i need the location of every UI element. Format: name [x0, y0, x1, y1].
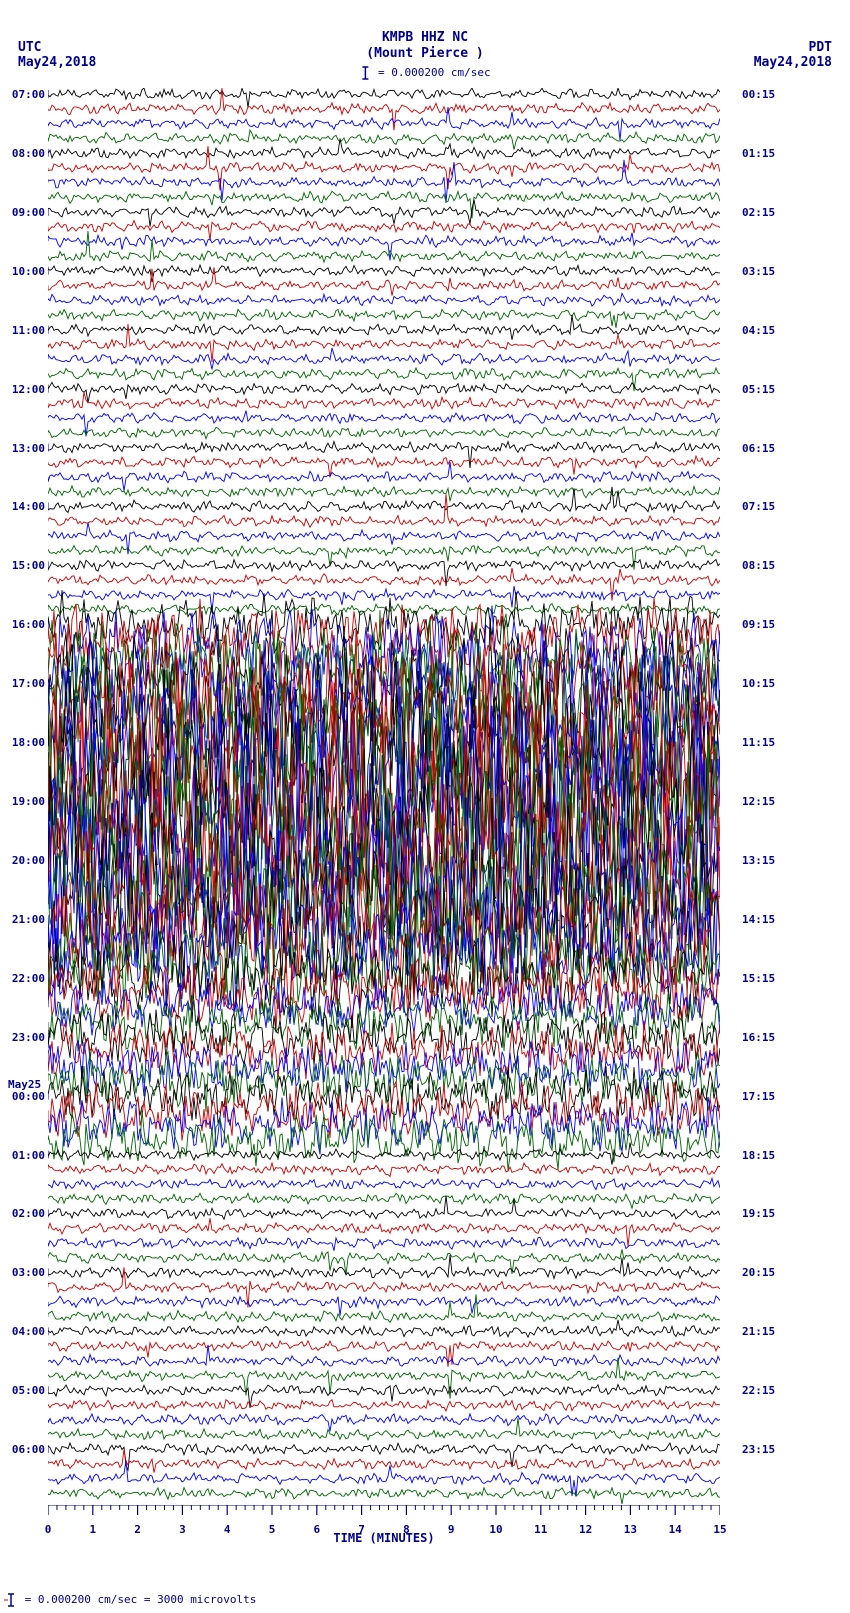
left-hour-label: 18:00	[2, 736, 45, 749]
left-hour-label: 00:00	[2, 1090, 45, 1103]
right-hour-label: 17:15	[742, 1090, 792, 1103]
scale-bar-icon	[359, 66, 371, 80]
left-hour-label: 09:00	[2, 206, 45, 219]
station-code: KMPB HHZ NC	[0, 30, 850, 46]
x-axis-label: TIME (MINUTES)	[333, 1531, 434, 1545]
header-block: KMPB HHZ NC (Mount Pierce )	[0, 30, 850, 62]
left-hour-label: 23:00	[2, 1031, 45, 1044]
footer-text: = 0.000200 cm/sec = 3000 microvolts	[4, 1593, 256, 1607]
right-hour-label: 14:15	[742, 913, 792, 926]
x-tick-label: 15	[713, 1523, 726, 1536]
left-hour-label: 12:00	[2, 383, 45, 396]
scale-label: = 0.000200 cm/sec	[359, 66, 490, 80]
x-axis: 0123456789101112131415 TIME (MINUTES)	[48, 1505, 720, 1545]
left-hour-label: 13:00	[2, 442, 45, 455]
footer-label: = 0.000200 cm/sec = 3000 microvolts	[25, 1593, 257, 1606]
right-hour-label: 21:15	[742, 1325, 792, 1338]
right-hour-label: 03:15	[742, 265, 792, 278]
left-hour-label: 21:00	[2, 913, 45, 926]
x-tick-label: 12	[579, 1523, 592, 1536]
right-hour-label: 05:15	[742, 383, 792, 396]
x-tick-label: 13	[624, 1523, 637, 1536]
x-tick-label: 1	[89, 1523, 96, 1536]
x-axis-ticks-svg	[48, 1505, 720, 1523]
left-hour-label: 01:00	[2, 1149, 45, 1162]
x-tick-label: 9	[448, 1523, 455, 1536]
left-hour-label: 15:00	[2, 559, 45, 572]
left-hour-label: 07:00	[2, 88, 45, 101]
right-hour-label: 13:15	[742, 854, 792, 867]
right-hour-label: 09:15	[742, 618, 792, 631]
x-tick-label: 2	[134, 1523, 141, 1536]
x-tick-label: 0	[45, 1523, 52, 1536]
right-hour-label: 23:15	[742, 1443, 792, 1456]
left-hour-label: 11:00	[2, 324, 45, 337]
tz-right-date: May24,2018	[754, 55, 832, 70]
left-hour-label: 20:00	[2, 854, 45, 867]
right-hour-label: 16:15	[742, 1031, 792, 1044]
left-hour-label: 19:00	[2, 795, 45, 808]
right-hour-label: 07:15	[742, 500, 792, 513]
x-tick-label: 11	[534, 1523, 547, 1536]
right-hour-label: 20:15	[742, 1266, 792, 1279]
x-tick-label: 10	[489, 1523, 502, 1536]
left-hour-label: 02:00	[2, 1207, 45, 1220]
left-hour-label: 06:00	[2, 1443, 45, 1456]
station-name: (Mount Pierce )	[0, 46, 850, 62]
plot-area	[48, 88, 720, 1504]
left-hour-label: 22:00	[2, 972, 45, 985]
tz-right-label: PDT	[754, 40, 832, 55]
left-hour-label: 10:00	[2, 265, 45, 278]
right-hour-label: 12:15	[742, 795, 792, 808]
right-hour-label: 01:15	[742, 147, 792, 160]
x-tick-label: 3	[179, 1523, 186, 1536]
seismogram-container: UTC May24,2018 KMPB HHZ NC (Mount Pierce…	[0, 0, 850, 1613]
left-hour-label: 16:00	[2, 618, 45, 631]
right-hour-label: 00:15	[742, 88, 792, 101]
left-hour-label: 08:00	[2, 147, 45, 160]
left-hour-label: 03:00	[2, 1266, 45, 1279]
right-hour-label: 06:15	[742, 442, 792, 455]
right-hour-label: 10:15	[742, 677, 792, 690]
right-hour-label: 11:15	[742, 736, 792, 749]
right-hour-label: 19:15	[742, 1207, 792, 1220]
x-tick-label: 14	[669, 1523, 682, 1536]
x-tick-label: 6	[313, 1523, 320, 1536]
left-hour-label: 04:00	[2, 1325, 45, 1338]
right-hour-label: 02:15	[742, 206, 792, 219]
right-hour-label: 08:15	[742, 559, 792, 572]
scale-text: = 0.000200 cm/sec	[378, 66, 491, 79]
right-hour-label: 22:15	[742, 1384, 792, 1397]
right-hour-label: 18:15	[742, 1149, 792, 1162]
left-hour-label: 05:00	[2, 1384, 45, 1397]
right-hour-label: 04:15	[742, 324, 792, 337]
x-tick-label: 4	[224, 1523, 231, 1536]
left-hour-label: 17:00	[2, 677, 45, 690]
seismogram-svg	[48, 88, 720, 1504]
x-tick-label: 5	[269, 1523, 276, 1536]
footer-scale-icon	[4, 1593, 18, 1607]
tz-right-block: PDT May24,2018	[754, 40, 832, 70]
left-hour-label: 14:00	[2, 500, 45, 513]
right-hour-label: 15:15	[742, 972, 792, 985]
